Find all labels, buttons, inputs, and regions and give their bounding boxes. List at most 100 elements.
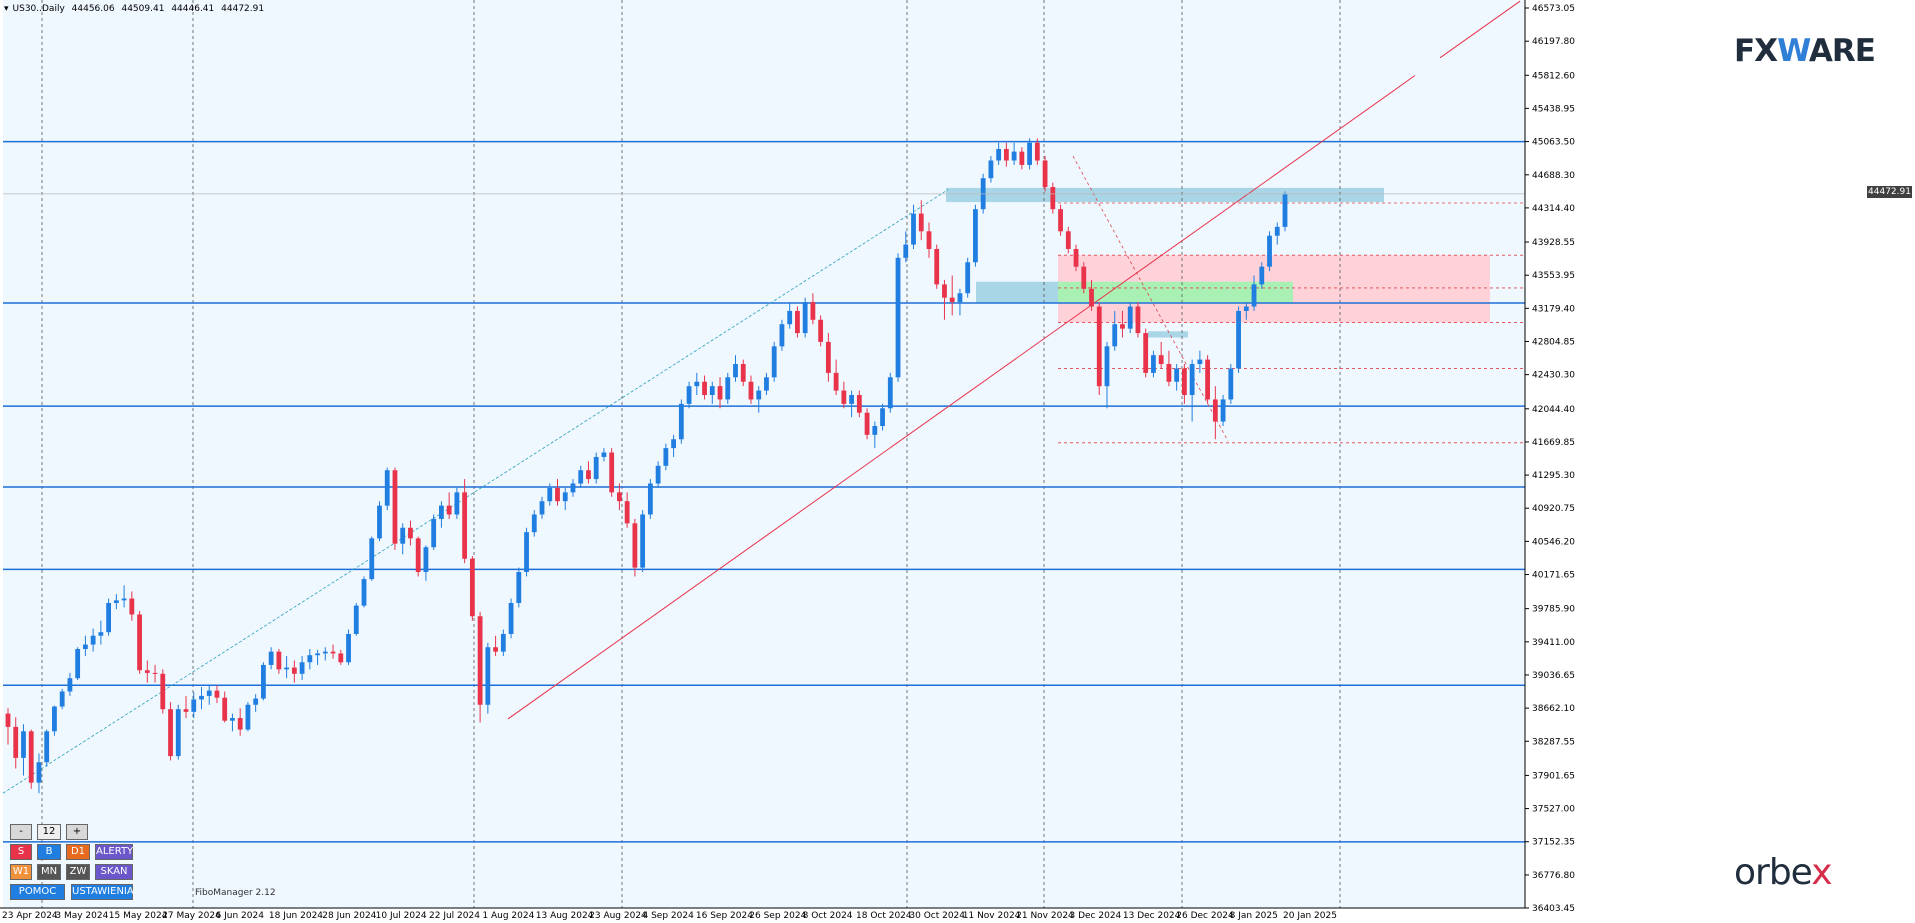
fibo-manager-label: FiboManager 2.12: [195, 888, 276, 898]
price-tick-label: 43553.95: [1532, 271, 1575, 281]
candle-body: [1282, 194, 1288, 227]
candle-body: [988, 160, 994, 179]
plot-area: [3, 0, 1525, 908]
candle-body: [779, 324, 785, 347]
price-tick-label: 40546.20: [1532, 537, 1575, 547]
candle-body: [965, 262, 971, 294]
candle-body: [1034, 142, 1040, 161]
time-tick-label: 30 Oct 2024: [909, 911, 965, 921]
symbol-label: US30..Daily: [12, 4, 65, 14]
candle-body: [1274, 226, 1280, 236]
candle-body: [609, 452, 615, 493]
panel-button-zw[interactable]: ZW: [66, 864, 90, 880]
candle-body: [1096, 306, 1102, 387]
candle-body: [59, 691, 65, 707]
fxware-logo: FXWARE: [1734, 33, 1876, 69]
candle-body: [1151, 355, 1156, 373]
candle-body: [168, 709, 173, 757]
candle-body: [617, 492, 622, 502]
panel-button-skan[interactable]: SKAN: [95, 864, 133, 880]
candle-body: [183, 709, 189, 712]
candle-body: [562, 492, 568, 502]
candle-body: [508, 602, 514, 634]
price-tick-label: 36776.80: [1532, 871, 1575, 881]
candle-body: [98, 632, 104, 636]
candle-body: [1003, 148, 1009, 161]
candle-body: [330, 651, 336, 654]
time-tick-label: 23 Apr 2024: [2, 911, 58, 921]
panel-button-s[interactable]: S: [10, 844, 32, 860]
period-input[interactable]: 12: [37, 824, 61, 840]
price-tick-label: 42044.40: [1532, 405, 1575, 415]
candle-body: [678, 403, 684, 440]
candle-body: [825, 341, 831, 373]
low-value: 44446.41: [171, 4, 215, 14]
candle-body: [1143, 333, 1149, 373]
candle-body: [353, 605, 359, 634]
time-tick-label: 18 Oct 2024: [856, 911, 912, 921]
candle-body: [377, 505, 382, 539]
candle-body: [864, 412, 870, 435]
candle-body: [28, 731, 34, 783]
panel-button-pomoc[interactable]: POMOC: [10, 884, 65, 900]
candle-body: [307, 655, 313, 663]
candle-body: [175, 709, 181, 757]
candle-body: [949, 297, 955, 303]
minus-button[interactable]: -: [10, 824, 32, 840]
price-tick-label: 43928.55: [1532, 238, 1575, 248]
orbex-logo: orbex: [1734, 852, 1833, 893]
candle-body: [199, 695, 204, 700]
time-tick-label: 3 Dec 2024: [1070, 911, 1122, 921]
candle-body: [748, 381, 754, 400]
price-tick-label: 45812.60: [1532, 71, 1575, 81]
price-tick-label: 38662.10: [1532, 704, 1575, 714]
candle-body: [75, 649, 81, 679]
candle-body: [261, 664, 266, 699]
panel-button-w1[interactable]: W1: [10, 864, 32, 880]
candle-body: [787, 310, 793, 325]
candle-body: [1259, 266, 1265, 285]
candle-body: [872, 425, 878, 435]
candle-body: [996, 148, 1002, 161]
candle-body: [415, 538, 421, 573]
candle-body: [795, 310, 800, 334]
candle-body: [1236, 310, 1241, 369]
price-tick-label: 37901.65: [1532, 771, 1575, 781]
candle-body: [516, 572, 522, 603]
time-tick-label: 3 May 2024: [55, 911, 108, 921]
panel-button-b[interactable]: B: [37, 844, 61, 860]
candle-body: [578, 470, 584, 484]
candle-body: [206, 690, 212, 696]
candle-body: [663, 448, 669, 466]
close-value: 44472.91: [221, 4, 265, 14]
price-tick-label: 39036.65: [1532, 671, 1575, 681]
candle-body: [315, 653, 320, 656]
candle-body: [1058, 209, 1063, 232]
plus-button[interactable]: +: [66, 824, 88, 840]
candle-body: [539, 501, 545, 515]
price-tick-label: 41295.30: [1532, 471, 1575, 481]
price-tick-label: 46197.80: [1532, 37, 1575, 47]
candle-body: [1205, 359, 1211, 400]
candle-body: [926, 231, 932, 249]
candle-body: [702, 381, 707, 396]
time-tick-label: 20 Jan 2025: [1283, 911, 1337, 921]
trend-line-ext: [1439, 0, 1521, 59]
panel-button-mn[interactable]: MN: [37, 864, 61, 880]
time-tick-label: 13 Dec 2024: [1123, 911, 1181, 921]
collapse-arrow-icon[interactable]: ▾: [4, 4, 9, 14]
time-tick-label: 27 May 2024: [162, 911, 221, 921]
candle-body: [106, 602, 112, 633]
candle-body: [524, 532, 529, 573]
candle-body: [717, 386, 723, 400]
panel-button-d1[interactable]: D1: [66, 844, 90, 860]
candle-body: [771, 346, 777, 378]
candle-body: [934, 248, 940, 285]
candle-body: [1197, 359, 1203, 365]
price-tick-label: 40171.65: [1532, 571, 1575, 581]
demand-zone-mid: [976, 281, 1058, 303]
panel-button-alerty[interactable]: ALERTY: [95, 844, 133, 860]
panel-button-ustawienia[interactable]: USTAWIENIA: [71, 884, 134, 900]
candle-body: [408, 527, 413, 539]
